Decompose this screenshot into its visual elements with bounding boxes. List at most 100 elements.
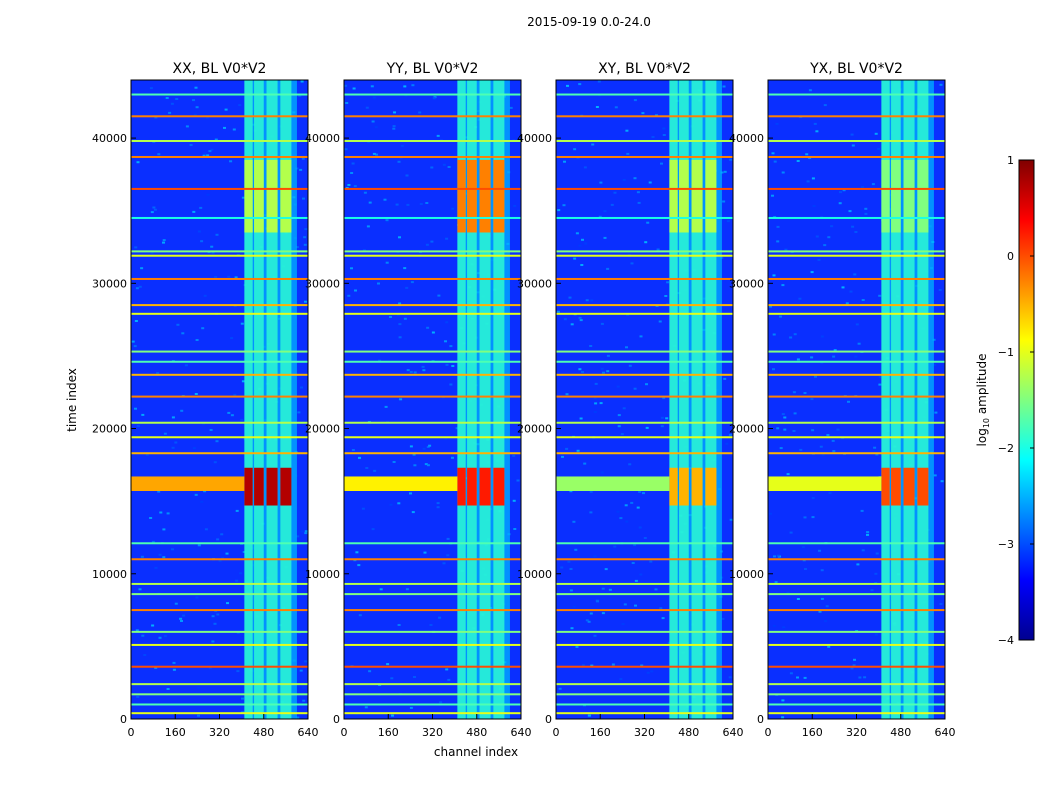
rfi-column-3 bbox=[280, 80, 292, 719]
flagged-row bbox=[556, 250, 733, 253]
rfi-column-1 bbox=[679, 80, 689, 719]
flagged-row bbox=[556, 187, 733, 190]
flagged-row bbox=[768, 312, 945, 315]
burst-0-3 bbox=[493, 467, 505, 506]
flagged-row bbox=[131, 712, 308, 715]
rfi-column-1 bbox=[891, 80, 901, 719]
y-tick-label: 20000 bbox=[517, 423, 552, 436]
flagged-row bbox=[556, 304, 733, 307]
panel-title: XX, BL V0*V2 bbox=[173, 61, 267, 77]
x-tick-label: 0 bbox=[341, 726, 348, 739]
flagged-row bbox=[131, 593, 308, 596]
burst-1-1 bbox=[891, 159, 901, 233]
burst-0-2 bbox=[903, 467, 915, 506]
flagged-row bbox=[556, 609, 733, 612]
y-tick-label: 20000 bbox=[305, 423, 340, 436]
panel-3: YX, BL V0*V2 0 160 320 480 640 0 10000 20000 3000… bbox=[729, 61, 956, 739]
y-tick-label: 0 bbox=[333, 713, 340, 726]
flagged-row bbox=[131, 187, 308, 190]
x-tick-label: 160 bbox=[590, 726, 611, 739]
burst-1-2 bbox=[266, 159, 278, 233]
flagged-row bbox=[768, 93, 945, 96]
x-tick-label: 0 bbox=[765, 726, 772, 739]
rfi-column-1 bbox=[467, 80, 477, 719]
colorbar-tick-label: 1 bbox=[1007, 154, 1014, 167]
y-tick-label: 40000 bbox=[517, 132, 552, 145]
flagged-row bbox=[768, 139, 945, 142]
flagged-row bbox=[344, 558, 521, 561]
y-tick-label: 30000 bbox=[92, 277, 127, 290]
flagged-row bbox=[344, 139, 521, 142]
burst-1-1 bbox=[467, 159, 477, 233]
flagged-row bbox=[556, 712, 733, 715]
flagged-row bbox=[131, 436, 308, 439]
x-tick-label: 640 bbox=[935, 726, 956, 739]
burst-1-0 bbox=[457, 159, 466, 233]
x-tick-label: 160 bbox=[802, 726, 823, 739]
flagged-row bbox=[768, 155, 945, 158]
flagged-row bbox=[768, 542, 945, 545]
x-tick-label: 640 bbox=[511, 726, 532, 739]
burst-1-3 bbox=[493, 159, 505, 233]
burst-0-0 bbox=[244, 467, 253, 506]
flagged-row bbox=[344, 665, 521, 668]
burst-1-3 bbox=[280, 159, 292, 233]
flagged-row bbox=[768, 395, 945, 398]
flagged-row bbox=[768, 643, 945, 646]
colorbar-tick-label: −4 bbox=[998, 634, 1014, 647]
flagged-row bbox=[131, 582, 308, 585]
panel-title: YX, BL V0*V2 bbox=[809, 61, 903, 77]
flagged-row bbox=[556, 582, 733, 585]
flagged-row bbox=[131, 360, 308, 363]
flagged-row bbox=[344, 250, 521, 253]
flagged-row bbox=[556, 665, 733, 668]
burst-1-2 bbox=[903, 159, 915, 233]
flagged-row bbox=[131, 558, 308, 561]
x-tick-label: 480 bbox=[466, 726, 487, 739]
rfi-column-3 bbox=[705, 80, 717, 719]
flagged-row bbox=[344, 93, 521, 96]
y-tick-label: 0 bbox=[545, 713, 552, 726]
colorbar-tick-label: −2 bbox=[998, 442, 1014, 455]
y-tick-label: 10000 bbox=[517, 568, 552, 581]
flagged-row bbox=[768, 421, 945, 424]
y-tick-label: 0 bbox=[757, 713, 764, 726]
y-tick-label: 30000 bbox=[729, 277, 764, 290]
flagged-row bbox=[768, 304, 945, 307]
flagged-row bbox=[131, 350, 308, 353]
flagged-row bbox=[768, 712, 945, 715]
panels: XX, BL V0*V2 0 160 320 480 640 0 10000 20000 3000… bbox=[92, 61, 956, 739]
burst-0-3 bbox=[917, 467, 929, 506]
flagged-row bbox=[556, 312, 733, 315]
horizontal-streak bbox=[131, 476, 245, 491]
flagged-row bbox=[768, 360, 945, 363]
flagged-row bbox=[556, 254, 733, 257]
burst-0-1 bbox=[679, 467, 689, 506]
flagged-row bbox=[344, 436, 521, 439]
rfi-column-2 bbox=[479, 80, 491, 719]
flagged-row bbox=[344, 712, 521, 715]
colorbar-tick-label: −3 bbox=[998, 538, 1014, 551]
flagged-row bbox=[768, 630, 945, 633]
x-tick-label: 160 bbox=[165, 726, 186, 739]
burst-1-0 bbox=[669, 159, 678, 233]
flagged-row bbox=[131, 277, 308, 280]
rfi-column-0 bbox=[244, 80, 253, 719]
flagged-row bbox=[131, 683, 308, 686]
flagged-row bbox=[556, 155, 733, 158]
burst-0-0 bbox=[457, 467, 466, 506]
burst-1-3 bbox=[917, 159, 929, 233]
flagged-row bbox=[344, 452, 521, 455]
x-tick-label: 320 bbox=[209, 726, 230, 739]
flagged-row bbox=[344, 703, 521, 706]
panel-0: XX, BL V0*V2 0 160 320 480 640 0 10000 20000 3000… bbox=[92, 61, 319, 739]
burst-0-1 bbox=[891, 467, 901, 506]
burst-0-2 bbox=[691, 467, 703, 506]
y-tick-label: 40000 bbox=[729, 132, 764, 145]
flagged-row bbox=[131, 630, 308, 633]
flagged-row bbox=[131, 373, 308, 376]
x-axis-label: channel index bbox=[434, 745, 518, 759]
rfi-column-1 bbox=[254, 80, 264, 719]
flagged-row bbox=[131, 693, 308, 696]
flagged-row bbox=[131, 542, 308, 545]
